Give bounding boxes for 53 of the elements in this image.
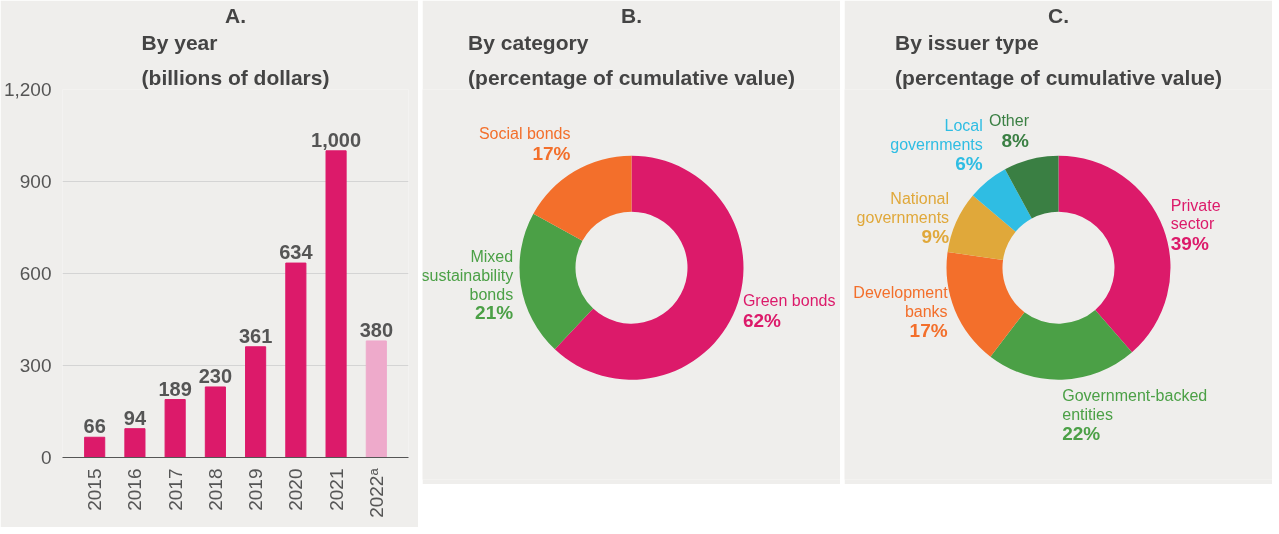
data-label: 1,000 — [311, 128, 362, 151]
bar — [325, 150, 347, 458]
data-label: 8% — [1001, 129, 1030, 151]
chart-title: C. — [1048, 3, 1069, 27]
data-label: 94 — [123, 406, 147, 429]
x-tick-label: 2016 — [124, 468, 146, 511]
slice-label: Social bonds — [478, 124, 571, 142]
y-tick-label: 600 — [19, 263, 52, 284]
y-tick-label: 1,200 — [3, 79, 52, 100]
chart-title: B. — [621, 3, 642, 27]
bar — [285, 262, 307, 458]
data-label: 361 — [238, 324, 273, 347]
data-label: 66 — [83, 415, 106, 438]
x-tick-label: 2015 — [84, 468, 106, 511]
bar — [124, 428, 146, 458]
data-label: 6% — [955, 152, 983, 174]
data-label: 17% — [532, 142, 571, 164]
data-label: 380 — [359, 318, 393, 341]
data-label: 22% — [1062, 423, 1101, 445]
chart-subtitle: By category (percentage of cumulative value) — [468, 31, 795, 89]
slice-label: Other — [988, 111, 1030, 129]
bar — [204, 386, 226, 458]
chart-subtitle: By year (billions of dollars) — [141, 31, 330, 89]
chart-title: A. — [225, 3, 246, 27]
y-tick-label: 0 — [40, 447, 52, 468]
slice-label: Government-backed entities — [1062, 387, 1208, 424]
bar — [365, 340, 387, 458]
x-tick-label: 2022ᵃ — [365, 467, 387, 518]
x-tick-label: 2018 — [204, 468, 226, 511]
slice-label: National governments — [856, 189, 950, 226]
x-tick-label: 2017 — [164, 468, 186, 511]
data-label: 62% — [742, 309, 782, 331]
slice-label: Mixed sustainability bonds — [421, 248, 514, 303]
bar — [164, 399, 186, 458]
data-label: 21% — [475, 302, 514, 324]
data-label: 9% — [921, 225, 950, 247]
data-label: 634 — [279, 241, 314, 264]
slice-label: Local governments — [890, 116, 983, 153]
data-label: 230 — [198, 364, 233, 387]
bar — [84, 436, 106, 458]
x-tick-label: 2019 — [245, 468, 267, 511]
x-tick-label: 2021 — [325, 468, 347, 511]
chart-subtitle: By issuer type (percentage of cumulative value) — [895, 31, 1222, 89]
y-tick-label: 300 — [19, 355, 52, 376]
data-label: 17% — [909, 320, 948, 342]
slice-label: Green bonds — [742, 291, 836, 309]
y-tick-label: 900 — [19, 171, 52, 192]
x-tick-label: 2020 — [285, 468, 307, 511]
slice-label: Private sector — [1170, 196, 1221, 233]
bar — [245, 346, 267, 458]
data-label: 39% — [1170, 232, 1209, 254]
slice-label: Development banks — [853, 284, 949, 320]
data-label: 189 — [158, 377, 192, 400]
